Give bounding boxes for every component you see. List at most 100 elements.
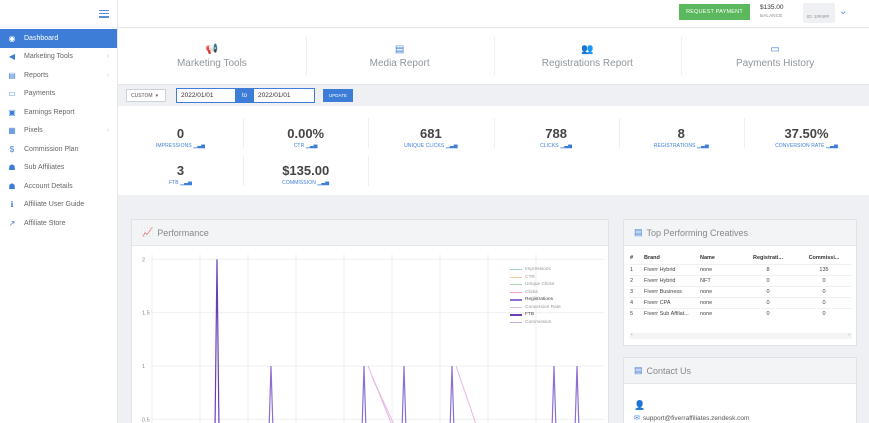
stat-label[interactable]: FTB ▁▃▅ <box>118 180 243 186</box>
legend-item[interactable]: Registrations <box>510 296 561 304</box>
sidebar-item-commission-plan[interactable]: $ Commission Plan <box>0 140 117 159</box>
users-icon: 👥 <box>581 43 594 55</box>
column-header[interactable]: Commissi... <box>808 255 840 262</box>
legend-label: Registrations <box>525 297 553 303</box>
sidebar-item-marketing-tools[interactable]: ◀ Marketing Tools ‹ <box>0 48 117 67</box>
bar-chart-icon: ▁▃▅ <box>317 180 330 186</box>
sidebar-item-label: Dashboard <box>24 34 59 42</box>
scroll-right-icon[interactable]: › <box>848 332 850 338</box>
users-icon: ☗ <box>8 163 16 173</box>
sidebar-item-reports[interactable]: ▤ Reports ‹ <box>0 66 117 85</box>
legend-label: CTR <box>525 274 535 280</box>
top-creatives-title: Top Performing Creatives <box>646 227 749 238</box>
sidebar-item-sub-affiliates[interactable]: ☗ Sub Affiliates <box>0 159 117 178</box>
tab-registrations-report[interactable]: 👥 Registrations Report <box>493 28 682 84</box>
legend-item[interactable]: Unique Clicks <box>510 281 561 289</box>
stat-label[interactable]: CLICKS ▁▃▅ <box>494 143 619 149</box>
date-from-input[interactable]: 2022/01/01 <box>176 88 236 103</box>
external-link-icon: ↗ <box>8 218 16 228</box>
table-horizontal-scrollbar[interactable]: ‹ › <box>630 332 852 339</box>
y-tick-label: 2 <box>142 257 145 263</box>
legend-item[interactable]: Conversion Rate <box>510 304 561 312</box>
sidebar-item-pixels[interactable]: ▦ Pixels ‹ <box>0 122 117 141</box>
table-cell: 0 <box>740 285 796 297</box>
table-cell: 5 <box>630 307 644 319</box>
table-cell: none <box>700 285 740 297</box>
request-payment-button[interactable]: REQUEST PAYMENT <box>679 4 750 20</box>
date-to-input[interactable]: 2022/01/01 <box>253 88 315 103</box>
sidebar-item-earnings-report[interactable]: ▣ Earnings Report <box>0 103 117 122</box>
sidebar-header <box>0 0 117 28</box>
sidebar-item-affiliate-user-guide[interactable]: ℹ Affiliate User Guide <box>0 196 117 215</box>
chevron-down-icon[interactable]: ⌄ <box>839 6 848 17</box>
user-icon: 👤 <box>634 400 646 410</box>
legend-item[interactable]: FTB <box>510 311 561 319</box>
stat-ftb: 3 FTB ▁▃▅ <box>118 162 243 186</box>
stat-value: 37.50% <box>784 126 829 141</box>
dollar-icon: $ <box>9 144 15 154</box>
legend-item[interactable]: Commission <box>510 319 561 327</box>
stat-label[interactable]: COMMISSION ▁▃▅ <box>243 180 368 186</box>
table-row[interactable]: 4 Fiverr CPA none 0 0 <box>630 296 852 308</box>
series-line <box>449 365 455 423</box>
range-select[interactable]: CUSTOM ▾ <box>126 89 166 102</box>
envelope-icon: ✉ <box>634 415 640 422</box>
table-row[interactable]: 3 Fiverr Business none 0 0 <box>630 285 852 297</box>
contact-panel: ▤ Contact Us 👤 ✉ support@fiverraffiliate… <box>623 357 857 423</box>
table-cell: 0 <box>796 285 852 297</box>
stat-label-text: REGISTRATIONS <box>653 143 696 149</box>
table-row[interactable]: 2 Fiverr Hybrid NFT 0 0 <box>630 274 852 286</box>
table-row[interactable]: 1 Fiverr Hybrid none 8 135 <box>630 263 852 275</box>
stat-clicks: 788 CLICKS ▁▃▅ <box>494 125 619 149</box>
legend-swatch <box>510 269 522 271</box>
table-row[interactable]: 5 Fiverr Sub Affilat... none 0 0 <box>630 307 852 319</box>
legend-swatch <box>510 306 522 308</box>
update-button[interactable]: UPDATE <box>323 89 353 102</box>
quick-links: 📢 Marketing Tools ▤ Media Report 👥 Registrati… <box>118 28 869 85</box>
stat-label[interactable]: REGISTRATIONS ▁▃▅ <box>619 143 744 149</box>
performance-panel: 📈 Performance 2 1.5 1 0.5 Impressions CTR Uni… <box>131 219 609 423</box>
y-tick-label: 1 <box>142 364 145 370</box>
series-line <box>268 365 274 423</box>
legend-item[interactable]: Impressions <box>510 266 561 274</box>
legend-item[interactable]: CTR <box>510 274 561 282</box>
bar-chart-icon: ▁▃▅ <box>697 143 709 149</box>
bar-chart-icon: ▁▃▅ <box>560 143 573 149</box>
to-label: to <box>236 88 253 103</box>
table-header-row: # Brand Name Registrati... Commissi... <box>630 253 852 264</box>
series-line <box>371 376 394 423</box>
sidebar-item-dashboard[interactable]: ◉ Dashboard <box>0 29 117 48</box>
stat-label[interactable]: CTR ▁▃▅ <box>243 143 368 149</box>
stat-label[interactable]: UNIQUE CLICKS ▁▃▅ <box>368 143 493 149</box>
tab-marketing-tools[interactable]: 📢 Marketing Tools <box>118 28 306 84</box>
sidebar-item-affiliate-store[interactable]: ↗ Affiliate Store <box>0 214 117 233</box>
sidebar-item-account-details[interactable]: ☗ Account Details <box>0 177 117 196</box>
legend-label: Unique Clicks <box>525 282 555 288</box>
hamburger-menu-icon[interactable] <box>99 9 109 18</box>
stat-label[interactable]: IMPRESSIONS ▁▃▅ <box>118 143 243 149</box>
chevron-left-icon: ‹ <box>106 53 109 61</box>
stat-label[interactable]: CONVERSION RATE ▁▃▅ <box>744 143 869 149</box>
table-cell: none <box>700 296 740 308</box>
scroll-left-icon[interactable]: ‹ <box>631 332 633 338</box>
bar-chart-icon: ▁▃▅ <box>445 143 458 149</box>
user-avatar[interactable] <box>803 3 835 23</box>
column-header[interactable]: Name <box>700 255 715 262</box>
stats-panel: 0 IMPRESSIONS ▁▃▅ 0.00% CTR ▁▃▅ 681 UNIQUE CL… <box>118 106 869 195</box>
table-cell: 0 <box>740 307 796 319</box>
stat-ctr: 0.00% CTR ▁▃▅ <box>243 125 368 149</box>
column-header[interactable]: # <box>630 255 634 262</box>
tab-media-report[interactable]: ▤ Media Report <box>305 28 494 84</box>
sidebar-item-payments[interactable]: ▭ Payments <box>0 85 117 104</box>
contact-email[interactable]: support@fiverraffiliates.zendesk.com <box>642 414 750 422</box>
dashboard-icon: ◉ <box>8 33 16 43</box>
column-header[interactable]: Registrati... <box>753 255 783 262</box>
balance-amount: $135.00 <box>760 4 784 11</box>
megaphone-icon: 📢 <box>205 43 219 55</box>
stat-impressions: 0 IMPRESSIONS ▁▃▅ <box>118 125 243 149</box>
legend-item[interactable]: Clicks <box>510 289 561 297</box>
top-creatives-header: ▤ Top Performing Creatives <box>624 220 856 246</box>
column-header[interactable]: Brand <box>644 255 660 262</box>
tab-payments-history[interactable]: ▭ Payments History <box>681 28 869 84</box>
credit-card-icon: ▭ <box>770 43 780 55</box>
